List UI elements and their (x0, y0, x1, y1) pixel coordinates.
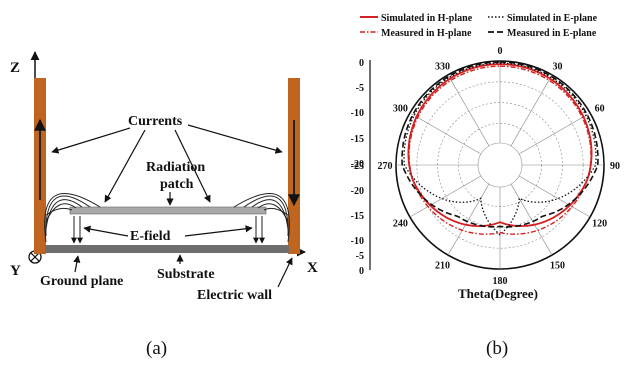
angle-label: 240 (393, 219, 408, 230)
curve-meas-e-plane (401, 61, 599, 228)
angle-label: 0 (498, 46, 503, 57)
right-field-lines (233, 193, 290, 243)
radiation-patch-label-line1: Radiation (146, 160, 205, 175)
currents-pointer-arrows (51, 124, 283, 203)
radial-label: -20 (351, 159, 364, 170)
radial-label: -15 (351, 134, 364, 145)
radial-label: 0 (359, 266, 364, 277)
figure-a-diagram: Z X Y (10, 51, 318, 303)
radial-label: 0 (359, 58, 364, 69)
angle-label: 270 (378, 161, 393, 172)
polar-spoke (518, 112, 591, 155)
legend-item-meas-h: Measured in H-plane (381, 28, 472, 39)
radial-labels: 0-5-10-15-20-25-20-15-10-50 (351, 58, 364, 277)
ground-plane (45, 245, 289, 253)
angle-label: 180 (493, 276, 508, 287)
angle-label: 90 (610, 161, 620, 172)
radial-label: -5 (356, 83, 364, 94)
polar-spoke (510, 183, 553, 256)
angle-label: 60 (595, 104, 605, 115)
polar-spoke (409, 175, 482, 218)
angle-label: 150 (550, 261, 565, 272)
x-axis-label: X (307, 260, 318, 276)
substrate-label: Substrate (157, 267, 215, 282)
curve-sim-h-plane (407, 63, 593, 228)
left-field-lines (44, 193, 101, 243)
legend-item-meas-e: Measured in E-plane (507, 28, 597, 39)
radial-label: -25 (351, 161, 364, 172)
radiation-patch (69, 206, 267, 215)
legend-item-sim-e: Simulated in E-plane (507, 13, 598, 24)
polar-spoke (518, 175, 591, 218)
currents-label: Currents (128, 114, 183, 129)
theta-axis-title: Theta(Degree) (458, 286, 538, 301)
radial-label: -15 (351, 211, 364, 222)
angle-label: 210 (435, 261, 450, 272)
angle-label: 30 (553, 61, 563, 72)
radial-label: -10 (351, 236, 364, 247)
angle-label: 120 (592, 219, 607, 230)
angle-labels: 0 30 60 90 120 150 180 210 240 270 300 330 (378, 46, 621, 287)
e-field-arrows (71, 216, 265, 244)
curve-meas-h-plane (408, 65, 592, 235)
radial-label: -10 (351, 108, 364, 119)
e-field-label: E-field (130, 229, 171, 244)
ground-plane-label: Ground plane (40, 274, 123, 289)
radiation-patch-label-line2: patch (160, 177, 194, 192)
electric-wall-label: Electric wall (197, 288, 272, 303)
radial-label: -20 (351, 186, 364, 197)
polar-spoke (447, 74, 490, 147)
angle-label: 300 (393, 104, 408, 115)
polar-center-hole (477, 142, 523, 188)
z-axis-label: Z (10, 60, 20, 76)
caption-a: (a) (146, 338, 168, 359)
polar-spoke (510, 74, 553, 147)
polar-curves (401, 61, 599, 236)
polar-spoke (447, 183, 490, 256)
legend-item-sim-h: Simulated in H-plane (381, 13, 473, 24)
radial-label: -5 (356, 251, 364, 262)
caption-b: (b) (486, 338, 509, 359)
figure-b-polar-plot: Simulated in H-plane Simulated in E-plan… (351, 13, 620, 301)
curve-sim-e-plane (403, 62, 597, 236)
polar-spoke (409, 112, 482, 155)
angle-label: 330 (435, 61, 450, 72)
legend: Simulated in H-plane Simulated in E-plan… (360, 13, 598, 39)
y-axis-label: Y (10, 263, 21, 279)
